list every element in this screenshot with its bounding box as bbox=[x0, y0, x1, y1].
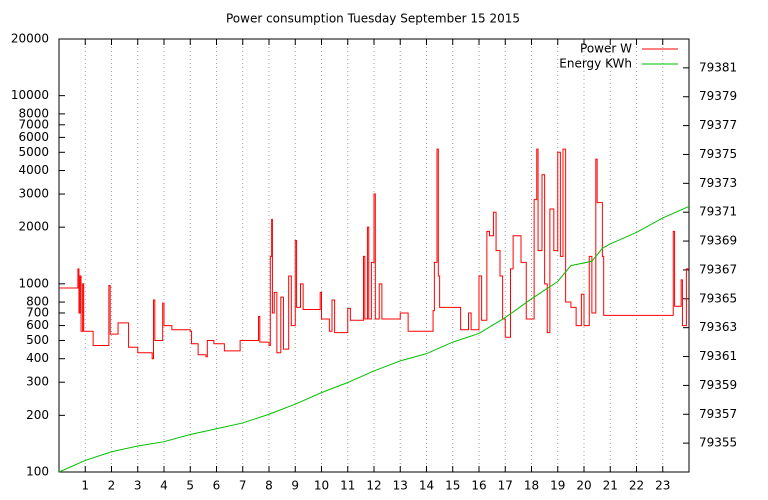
data-line bbox=[59, 148, 689, 360]
x-tick-label: 9 bbox=[291, 479, 299, 493]
y-tick-label: 20000 bbox=[11, 32, 49, 46]
x-tick-label: 6 bbox=[213, 479, 221, 493]
x-tick-label: 21 bbox=[603, 479, 618, 493]
x-tick-label: 14 bbox=[419, 479, 434, 493]
y-tick-label: 800 bbox=[26, 295, 49, 309]
y-tick-label: 300 bbox=[26, 375, 49, 389]
y-tick-label: 3000 bbox=[18, 187, 49, 201]
y2-tick-label: 79371 bbox=[699, 205, 737, 219]
y-tick-label: 10000 bbox=[11, 88, 49, 102]
y2-tick-label: 79359 bbox=[699, 378, 737, 392]
x-tick-label: 15 bbox=[445, 479, 460, 493]
x-tick-label: 8 bbox=[265, 479, 273, 493]
y2-tick-label: 79367 bbox=[699, 262, 737, 276]
x-tick-label: 16 bbox=[471, 479, 486, 493]
y-tick-label: 1000 bbox=[18, 276, 49, 290]
x-tick-label: 13 bbox=[393, 479, 408, 493]
y-tick-label: 8000 bbox=[18, 106, 49, 120]
y2-tick-label: 79379 bbox=[699, 89, 737, 103]
x-tick-label: 22 bbox=[629, 479, 644, 493]
y-tick-label: 4000 bbox=[18, 163, 49, 177]
y-tick-label: 500 bbox=[26, 333, 49, 347]
x-tick-label: 12 bbox=[366, 479, 381, 493]
x-tick-label: 2 bbox=[108, 479, 116, 493]
x-tick-label: 1 bbox=[81, 479, 89, 493]
x-tick-label: 3 bbox=[134, 479, 142, 493]
y2-tick-label: 79363 bbox=[699, 320, 737, 334]
y2-tick-label: 79369 bbox=[699, 234, 737, 248]
x-tick-label: 20 bbox=[576, 479, 591, 493]
y-tick-label: 400 bbox=[26, 351, 49, 365]
y2-tick-label: 79373 bbox=[699, 176, 737, 190]
plot-frame bbox=[58, 38, 690, 473]
legend-label: Power W bbox=[580, 42, 632, 56]
y-tick-label: 600 bbox=[26, 318, 49, 332]
y2-tick-label: 79355 bbox=[699, 436, 737, 450]
chart-title: Power consumption Tuesday September 15 2… bbox=[226, 12, 520, 26]
y2-tick-label: 79381 bbox=[699, 60, 737, 74]
y-tick-label: 100 bbox=[26, 465, 49, 479]
y-tick-label: 5000 bbox=[18, 145, 49, 159]
y-tick-label: 7000 bbox=[18, 117, 49, 131]
x-tick-label: 11 bbox=[340, 479, 355, 493]
y-tick-label: 700 bbox=[26, 305, 49, 319]
x-tick-label: 4 bbox=[160, 479, 168, 493]
x-tick-label: 5 bbox=[186, 479, 194, 493]
y-tick-label: 2000 bbox=[18, 220, 49, 234]
y-tick-label: 200 bbox=[26, 408, 49, 422]
x-tick-label: 10 bbox=[314, 479, 329, 493]
x-tick-label: 23 bbox=[655, 479, 670, 493]
y2-tick-label: 79357 bbox=[699, 407, 737, 421]
data-line bbox=[58, 205, 690, 473]
y-tick-label: 6000 bbox=[18, 130, 49, 144]
y2-tick-label: 79365 bbox=[699, 291, 737, 305]
y2-tick-label: 79377 bbox=[699, 118, 737, 132]
x-tick-label: 18 bbox=[524, 479, 539, 493]
x-tick-label: 19 bbox=[550, 479, 565, 493]
x-tick-label: 7 bbox=[239, 479, 247, 493]
y2-tick-label: 79361 bbox=[699, 349, 737, 363]
legend-label: Energy KWh bbox=[559, 57, 632, 71]
x-tick-label: 17 bbox=[498, 479, 513, 493]
y2-tick-label: 79375 bbox=[699, 147, 737, 161]
